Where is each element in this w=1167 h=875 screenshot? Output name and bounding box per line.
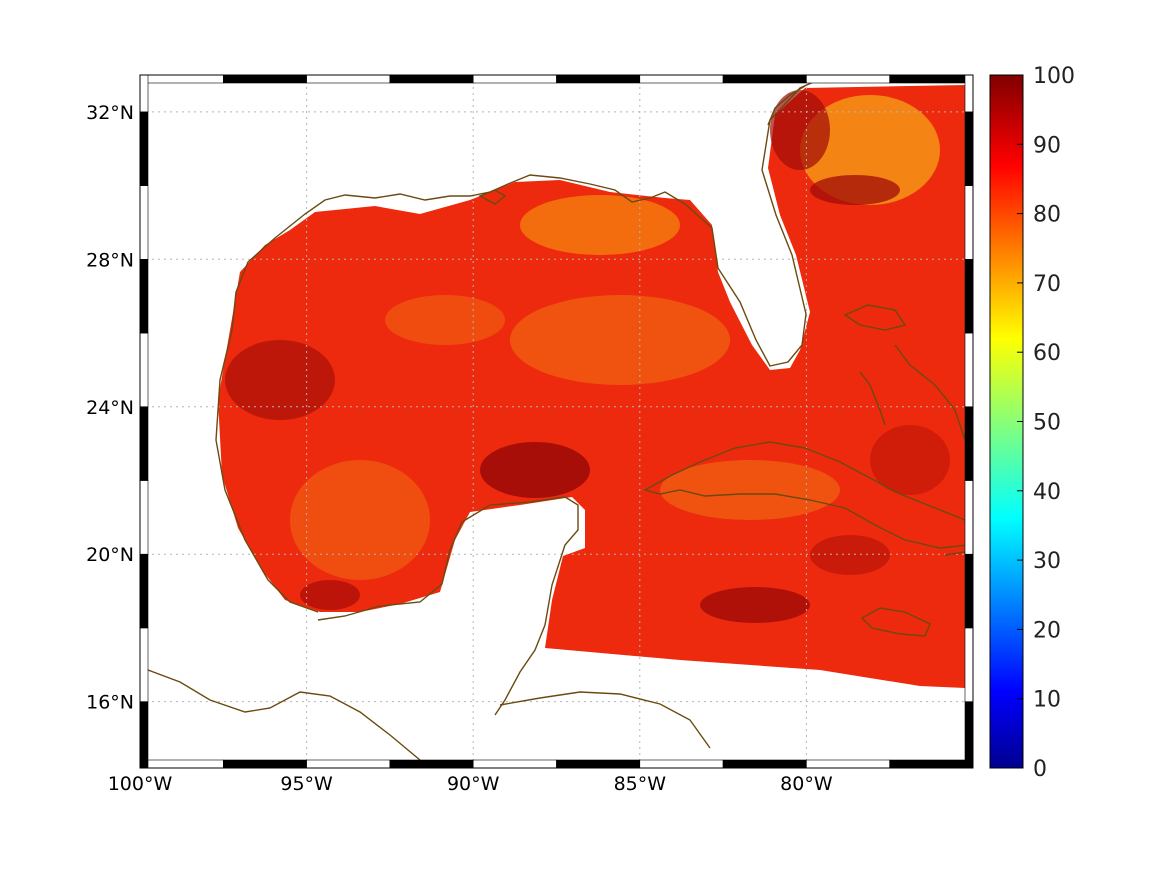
frame-segment-bottom (223, 759, 307, 769)
map-plot-area (148, 83, 965, 760)
honduras-coastline (499, 691, 711, 749)
coastlines (148, 83, 965, 760)
frame-segment-bottom (889, 759, 974, 769)
frame-segment-bottom (556, 759, 641, 769)
frame-segment-right (964, 627, 974, 702)
frame-segment-left (139, 701, 149, 769)
lon-tick-label: 95°W (280, 773, 333, 795)
lat-tick-label: 24°N (86, 397, 134, 419)
frame-segment-right (964, 111, 974, 186)
frame-segment-top (639, 74, 724, 84)
field-hot-patch (870, 425, 950, 495)
frame-segment-top (889, 74, 974, 84)
frame-segment-left (139, 259, 149, 334)
frame-segment-right (964, 406, 974, 481)
frame-segment-bottom (306, 759, 391, 769)
frame-segment-right (964, 701, 974, 769)
map-frame (139, 74, 974, 769)
lat-tick-label: 16°N (86, 692, 134, 714)
colorbar-tick-label: 20 (1033, 618, 1061, 643)
cuba-coastline (643, 441, 965, 549)
carolina-coast (767, 85, 806, 126)
frame-segment-top (722, 74, 807, 84)
field-hot-patch (480, 442, 590, 498)
hispaniola-coastline (944, 551, 965, 556)
frame-segment-left (139, 332, 149, 408)
frame-segment-bottom (639, 759, 724, 769)
frame-segment-bottom (806, 759, 891, 769)
frame-segment-right (964, 259, 974, 334)
axis-tick-labels: 100°W 95°W 90°W 85°W 80°W 32°N 28°N 24°N 20°N 16°… (86, 102, 833, 795)
lon-tick-label: 80°W (780, 773, 833, 795)
bahamas-coastline (843, 304, 965, 441)
field-hot-patch (810, 175, 900, 205)
frame-segment-top (139, 74, 224, 84)
frame-segment-bottom (389, 759, 474, 769)
frame-segment-right (964, 480, 974, 555)
field-warm-patch (520, 195, 680, 255)
central-america-coastline (148, 669, 421, 760)
field-hot-patch (770, 90, 830, 170)
lon-tick-label: 85°W (614, 773, 667, 795)
frame-segment-left (139, 406, 149, 481)
field-warm-patch (385, 295, 505, 345)
colorbar-tick-label: 80 (1033, 203, 1061, 228)
frame-segment-top (389, 74, 474, 84)
frame-segment-left (139, 111, 149, 186)
jamaica-coastline (860, 607, 931, 637)
frame-segment-left (139, 185, 149, 260)
frame-segment-top (472, 74, 557, 84)
lat-tick-label: 20°N (86, 544, 134, 566)
frame-segment-left (139, 627, 149, 702)
field-warm-patch (660, 460, 840, 520)
colorbar-tick-label: 40 (1033, 480, 1061, 505)
lat-tick-label: 28°N (86, 249, 134, 271)
yucatan-coastline (317, 496, 579, 716)
graticule (148, 83, 965, 760)
colorbar-tick-label: 60 (1033, 341, 1061, 366)
field-warm-patch (510, 295, 730, 385)
frame-outline (139, 74, 974, 769)
field-hot-patch (810, 535, 890, 575)
colorbar-tick-label: 50 (1033, 411, 1061, 436)
frame-segment-right (964, 332, 974, 408)
frame-segment-left (139, 480, 149, 555)
frame-segment-top (306, 74, 391, 84)
colorbar-tick-label: 10 (1033, 688, 1061, 713)
frame-segment-right (964, 553, 974, 629)
temperature-field (218, 85, 965, 688)
frame-segment-right (964, 185, 974, 260)
frame-segment-right (964, 74, 974, 113)
frame-segment-left (139, 74, 149, 113)
frame-segment-bottom (139, 759, 224, 769)
lake-pontchartrain (478, 189, 507, 205)
colorbar-tick-label: 30 (1033, 549, 1061, 574)
field-warm-patch (290, 460, 430, 580)
frame-segment-bottom (472, 759, 557, 769)
lat-tick-label: 32°N (86, 102, 134, 124)
field-hot-patch (225, 340, 335, 420)
colorbar-tick-label: 90 (1033, 133, 1061, 158)
colorbar-tick-label: 0 (1033, 757, 1047, 782)
frame-segment-bottom (722, 759, 807, 769)
lon-tick-label: 90°W (447, 773, 500, 795)
frame-segment-top (223, 74, 307, 84)
frame-segment-top (556, 74, 641, 84)
colorbar-tick-label: 70 (1033, 272, 1061, 297)
us-gulf-coastline (215, 83, 813, 613)
colorbar-tick-label: 100 (1033, 64, 1075, 89)
field-hot-patch (300, 580, 360, 610)
lon-tick-label: 100°W (108, 773, 173, 795)
frame-segment-top (806, 74, 891, 84)
frame-segment-left (139, 553, 149, 629)
field-hot-patch (700, 587, 810, 623)
